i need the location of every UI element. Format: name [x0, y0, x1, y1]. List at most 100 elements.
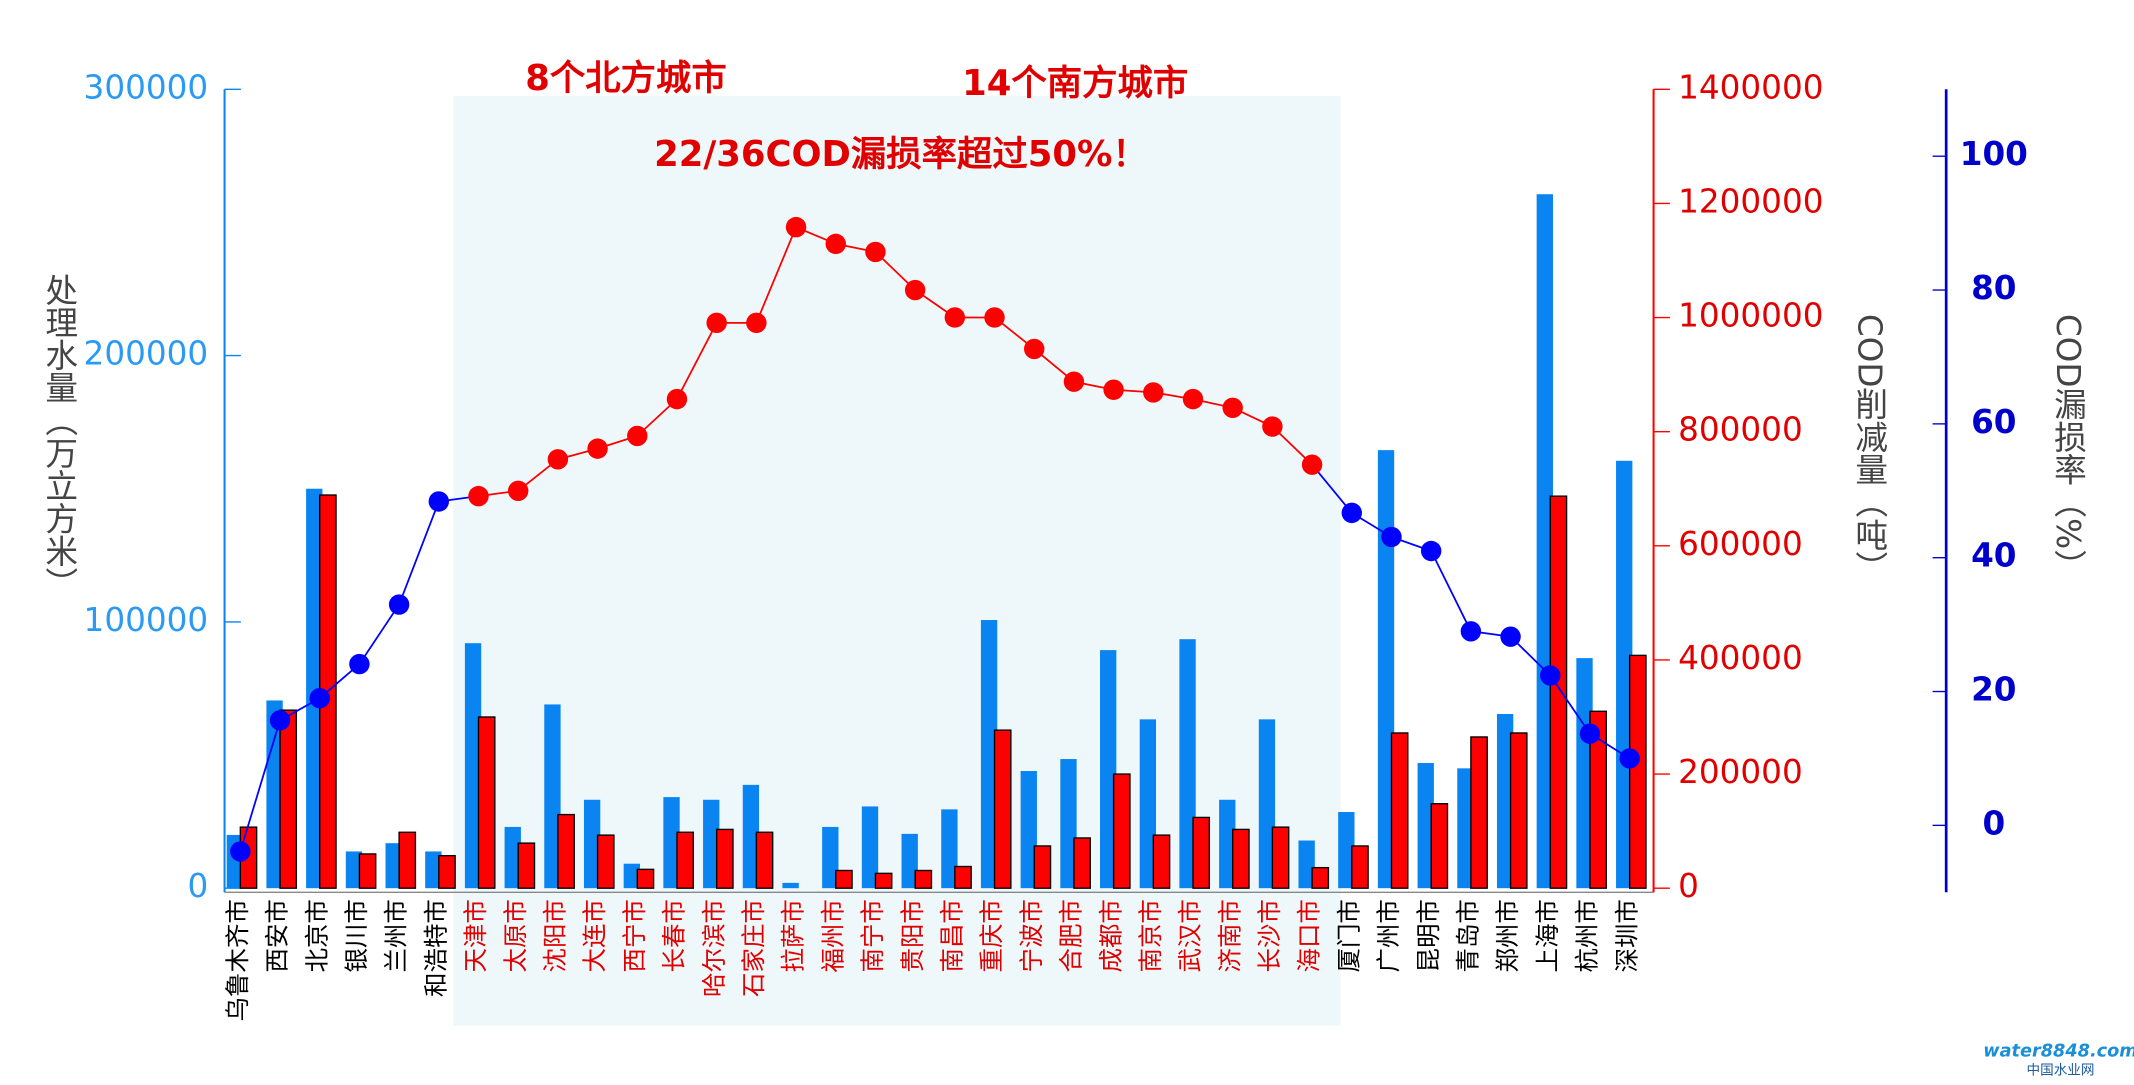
x-tick-label: 贵阳市 — [898, 899, 927, 972]
x-tick-label: 广州市 — [1374, 899, 1403, 972]
line-marker — [349, 653, 370, 675]
line-marker — [1301, 454, 1323, 475]
line-marker — [230, 841, 251, 862]
bar — [1192, 816, 1211, 889]
line-marker — [825, 233, 846, 255]
x-tick-label: 合肥市 — [1057, 899, 1086, 972]
x-tick-label: 太原市 — [501, 899, 530, 972]
bar — [1628, 654, 1647, 889]
y2-tick-label: 1400000 — [1678, 68, 1823, 106]
line-segment — [1430, 550, 1472, 632]
bar — [517, 842, 536, 889]
x-tick-label: 兰州市 — [382, 899, 411, 972]
x-tick-label: 上海市 — [1533, 899, 1562, 972]
bar — [1496, 714, 1514, 889]
bar — [1536, 194, 1553, 889]
line-segment — [358, 604, 400, 665]
x-tick-label: 西安市 — [263, 899, 292, 972]
bar — [755, 831, 774, 889]
bar — [901, 833, 918, 889]
x-tick-label: 南宁市 — [858, 899, 887, 972]
bar — [557, 813, 575, 889]
line-marker — [507, 480, 529, 501]
bar — [636, 868, 655, 889]
x-tick-label: 天津市 — [461, 899, 490, 972]
bar — [504, 826, 521, 889]
bar — [358, 853, 377, 889]
line-marker — [309, 688, 330, 709]
bar — [861, 806, 879, 889]
x-tick-label: 长沙市 — [1255, 899, 1284, 972]
bar — [914, 869, 933, 889]
line-marker — [785, 216, 807, 238]
line-marker — [984, 307, 1005, 328]
x-tick-label: 石家庄市 — [739, 899, 768, 997]
bar — [993, 729, 1012, 889]
bar — [596, 834, 615, 889]
bar — [1576, 658, 1593, 889]
x-tick-label: 杭州市 — [1573, 899, 1602, 972]
bar — [1509, 732, 1528, 889]
line-marker — [587, 438, 608, 459]
y3-axis-label: COD漏损率（%） — [2049, 314, 2087, 582]
x-tick-label: 宁波市 — [1017, 899, 1046, 972]
x-tick-label: 海口市 — [1295, 899, 1324, 972]
bar — [425, 851, 442, 889]
line-marker — [1222, 397, 1243, 419]
bar — [1589, 710, 1607, 889]
x-tick-label: 和浩特市 — [421, 899, 450, 997]
bar — [703, 799, 720, 889]
line-marker — [1500, 626, 1521, 647]
x-tick-label: 厦门市 — [1334, 899, 1363, 972]
line-marker — [269, 710, 291, 731]
y2-tick-label: 1200000 — [1678, 182, 1823, 220]
watermark: 中国水业网 — [2027, 1063, 2095, 1079]
x-tick-label: 重庆市 — [977, 899, 1006, 972]
line-marker — [388, 594, 410, 615]
line-segment — [1311, 464, 1353, 514]
y3-tick-label: 80 — [1971, 269, 2016, 307]
x-tick-label: 拉萨市 — [779, 899, 808, 972]
line-marker — [666, 388, 688, 410]
x-tick-label: 沈阳市 — [541, 899, 570, 972]
line-marker — [1182, 388, 1204, 410]
line-marker — [547, 449, 569, 470]
line-marker — [1063, 371, 1085, 392]
bar — [1311, 866, 1330, 889]
y2-tick-label: 400000 — [1678, 639, 1803, 677]
x-tick-label: 乌鲁木齐市 — [223, 899, 252, 1021]
x-tick-label: 福州市 — [818, 899, 847, 972]
x-tick-label: 南京市 — [1136, 899, 1165, 972]
line-marker — [746, 312, 767, 334]
line-marker — [944, 307, 966, 328]
bar — [438, 854, 456, 889]
bar — [306, 488, 323, 889]
bar — [398, 831, 417, 889]
y-tick-label: 0 — [187, 867, 208, 905]
annotation: 14个南方城市 — [962, 63, 1188, 104]
line-segment — [676, 322, 718, 400]
bar — [1060, 759, 1077, 889]
bar — [954, 865, 972, 889]
bar — [1549, 495, 1568, 889]
bar — [1351, 845, 1369, 889]
y-tick-label: 100000 — [84, 601, 209, 639]
x-tick-label: 深圳市 — [1612, 899, 1641, 972]
y-tick-label: 200000 — [84, 335, 209, 373]
bar — [782, 882, 799, 889]
line-marker — [1143, 382, 1164, 403]
bar — [1457, 768, 1474, 889]
bar — [1338, 812, 1355, 889]
x-tick-label: 成都市 — [1096, 899, 1125, 972]
bar — [676, 831, 694, 889]
annotation: 22/36COD漏损率超过50%！ — [654, 134, 1148, 175]
y-tick-label: 300000 — [84, 68, 209, 106]
bar — [1033, 845, 1052, 889]
bar — [980, 620, 998, 889]
x-tick-label: 昆明市 — [1414, 899, 1443, 972]
line-marker — [1540, 665, 1561, 686]
bar — [1377, 450, 1395, 889]
y3-tick-label: 20 — [1971, 671, 2016, 709]
bar — [1219, 799, 1236, 889]
